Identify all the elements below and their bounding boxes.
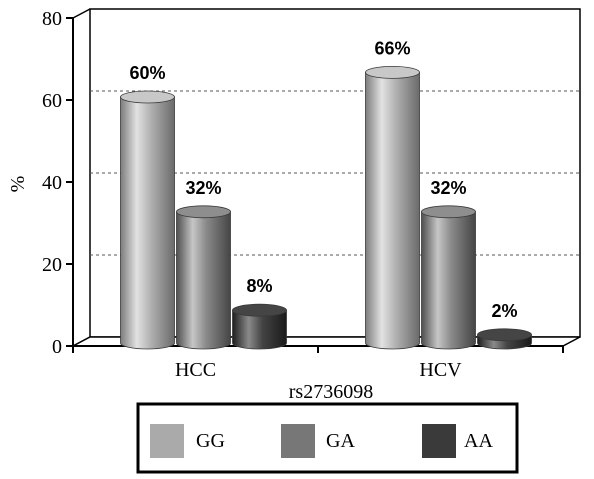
bar-aa-hcc: [232, 309, 287, 350]
bar-top-aa-hcv: [477, 328, 532, 342]
legend-label-gg: GG: [196, 430, 225, 452]
bar-top-ga-hcv: [421, 205, 476, 219]
labels: 60% 32% 8% 66% 32% 2%: [129, 38, 517, 320]
bar-ga-hcv: [421, 211, 476, 350]
data-label-gg-hcc: 60%: [129, 63, 165, 83]
legend-swatch-aa: [422, 424, 456, 458]
bar-top-aa-hcc: [232, 303, 287, 317]
bar-gg-hcc: [120, 96, 175, 350]
bar-top-gg-hcv: [365, 66, 420, 79]
data-label-gg-hcv: 66%: [374, 38, 410, 58]
legend: GG GA AA: [136, 402, 519, 474]
y-tick-label: 80: [42, 8, 62, 30]
axis-depth-top: [72, 8, 91, 19]
legend-label-aa: AA: [464, 430, 493, 452]
x-axis-title: rs2736098: [289, 381, 373, 403]
data-label-ga-hcc: 32%: [185, 178, 221, 198]
bars: [120, 66, 532, 350]
legend-swatch-gg: [150, 424, 184, 458]
bar-top-gg-hcc: [120, 90, 175, 104]
legend-label-ga: GA: [326, 430, 355, 452]
y-tick-label: 60: [42, 90, 62, 112]
bar-gg-hcv: [365, 72, 420, 350]
y-axis-title: %: [7, 176, 29, 193]
y-tick-label: 0: [52, 336, 62, 358]
x-tick-label: HCC: [175, 359, 216, 381]
legend-swatch-ga: [281, 424, 315, 458]
data-label-aa-hcv: 2%: [491, 301, 517, 321]
bar-top-ga-hcc: [176, 205, 231, 219]
y-tick-label: 40: [42, 172, 62, 194]
data-label-aa-hcc: 8%: [246, 276, 272, 296]
y-tick-label: 20: [42, 254, 62, 276]
x-tick-label: HCV: [419, 359, 462, 381]
bar-ga-hcc: [176, 211, 231, 350]
data-label-ga-hcv: 32%: [430, 178, 466, 198]
